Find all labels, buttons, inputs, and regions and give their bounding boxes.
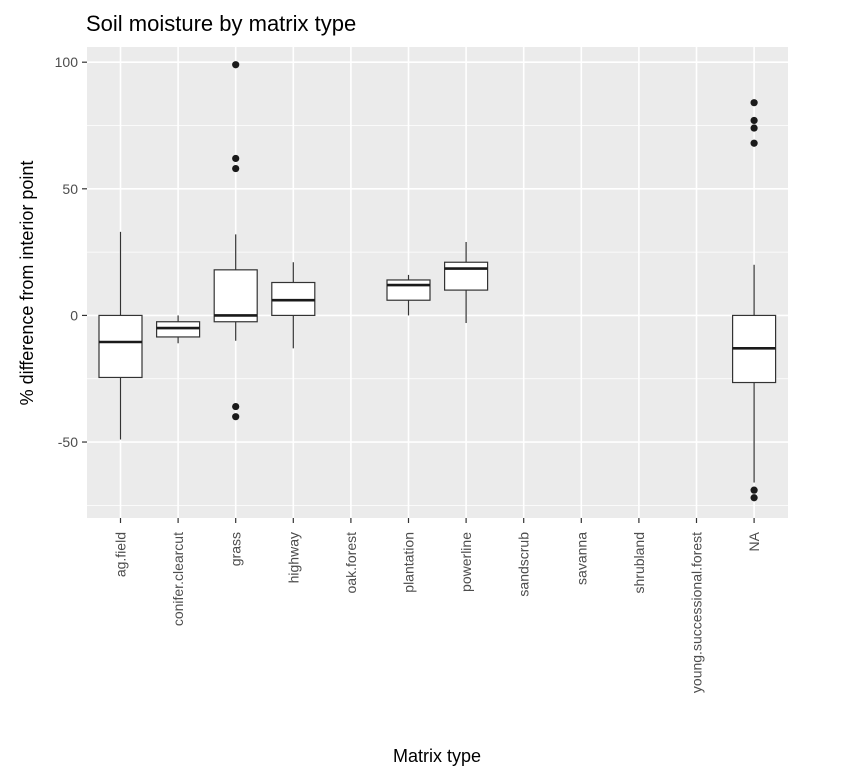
x-axis: ag.field conifer.clearcut grass highway oak.…	[113, 518, 762, 693]
minor-gridlines	[87, 125, 788, 506]
y-tick-label: 100	[55, 54, 79, 70]
x-tick-label: conifer.clearcut	[170, 532, 186, 626]
x-tick-label: powerline	[458, 532, 474, 592]
x-tick-label: savanna	[573, 532, 589, 585]
boxplot-ag.field	[98, 231, 143, 440]
outlier-point	[750, 494, 758, 502]
x-axis-title: Matrix type	[393, 746, 481, 766]
boxplot-plantation	[386, 274, 431, 316]
outlier-point	[750, 139, 758, 147]
outlier-point	[232, 402, 240, 411]
x-tick-label: plantation	[401, 532, 417, 593]
x-tick-label: highway	[285, 532, 301, 583]
x-tick-label: young.successional.forest	[689, 532, 705, 693]
y-tick-label: 50	[62, 181, 78, 197]
y-tick-label: 0	[70, 307, 78, 323]
boxplot-conifer.clearcut	[156, 315, 201, 344]
x-tick-label: sandscrub	[516, 532, 532, 597]
box	[386, 279, 431, 301]
outlier-point	[750, 116, 758, 125]
boxplots	[98, 61, 777, 502]
y-axis: -50 0 50 100	[55, 54, 87, 450]
x-tick-label: ag.field	[113, 532, 129, 577]
chart-title: Soil moisture by matrix type	[86, 11, 356, 36]
outlier-point	[750, 99, 758, 107]
box	[444, 261, 489, 291]
box	[213, 269, 258, 323]
boxplot-highway	[271, 262, 316, 349]
boxplot-NA	[731, 99, 777, 502]
x-tick-label: shrubland	[631, 532, 647, 594]
outlier-point	[232, 413, 240, 421]
boxplot-grass	[213, 61, 258, 421]
x-tick-label: oak.forest	[343, 532, 359, 594]
outlier-point	[750, 486, 758, 494]
plot-panel	[87, 47, 788, 518]
x-tick-label: NA	[746, 531, 762, 551]
outlier-point	[750, 124, 758, 132]
boxplot-powerline	[444, 241, 489, 324]
y-tick-label: -50	[58, 434, 78, 450]
outlier-point	[232, 164, 240, 173]
outlier-point	[232, 61, 240, 69]
y-axis-title: % difference from interior point	[17, 161, 37, 406]
x-tick-label: grass	[228, 532, 244, 566]
outlier-point	[232, 154, 240, 163]
box	[98, 314, 143, 379]
